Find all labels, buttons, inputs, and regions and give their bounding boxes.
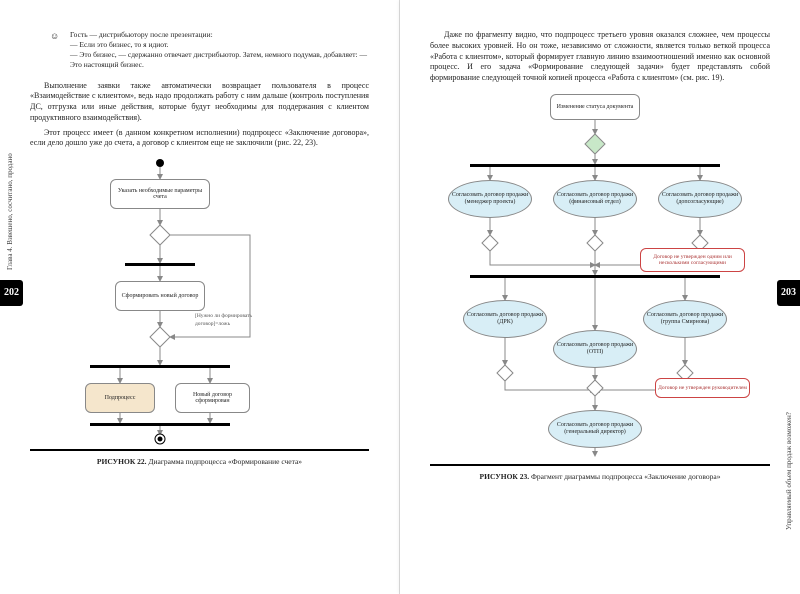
flow-node-oval: Согласовать договор продажи (ДРК)	[463, 300, 547, 338]
flow-node-oval: Согласовать договор продажи (финансовый …	[553, 180, 637, 218]
page-number-left: 202	[0, 280, 23, 306]
flow-node-oval: Согласовать договор продажи (генеральный…	[548, 410, 642, 448]
figure-23: Изменение статуса документа Согласовать …	[430, 90, 770, 460]
figure-title: Диаграмма подпроцесса «Формирование счет…	[148, 457, 302, 466]
figure-divider	[30, 449, 369, 451]
figure-label: Рисунок 22.	[97, 457, 147, 466]
flow-note: Договор не утвержден руководителем	[655, 378, 750, 398]
anecdote-block: ☺ Гость — дистрибьютору после презентаци…	[70, 30, 369, 71]
flow-node-oval: Согласовать договор продажи (группа Смир…	[643, 300, 727, 338]
page-number-right: 203	[777, 280, 800, 306]
figure-label: Рисунок 23.	[480, 472, 530, 481]
smiley-icon: ☺	[50, 30, 59, 42]
figure-title: Фрагмент диаграммы подпроцесса «Заключен…	[531, 472, 720, 481]
body-paragraph: Этот процесс имеет (в данном конкретном …	[30, 128, 369, 150]
right-page: 203 Управляемый объем продаж возможен? Д…	[400, 0, 800, 594]
body-paragraph: Выполнение заявки также автоматически во…	[30, 81, 369, 124]
anecdote-line: — Если это бизнес, то я идиот.	[70, 40, 369, 50]
flow-node: Сформировать новый договор	[115, 281, 205, 311]
figure-23-caption: Рисунок 23. Фрагмент диаграммы подпроцес…	[430, 472, 770, 482]
figure-22-caption: Рисунок 22. Диаграмма подпроцесса «Форми…	[30, 457, 369, 467]
flow-node-oval: Согласовать договор продажи (менеджер пр…	[448, 180, 532, 218]
flow-node-subprocess: Подпроцесс	[85, 383, 155, 413]
flow-node-top: Изменение статуса документа	[550, 94, 640, 120]
flow-note: Договор не утвержден одним или нескольки…	[640, 248, 745, 272]
chapter-label-right: Управляемый объем продаж возможен?	[785, 320, 794, 530]
anecdote-line: — Это бизнес, — сдержанно отвечает дистр…	[70, 50, 369, 70]
flow-node: Указать необходимые параметры счета	[110, 179, 210, 209]
flow-node-oval: Согласовать договор продажи (ОТП)	[553, 330, 637, 368]
figure-divider	[430, 464, 770, 466]
chapter-label-left: Глава 4. Взвешено, сосчитано, продано	[6, 60, 15, 270]
figure-22: Указать необходимые параметры счета Сфор…	[30, 155, 369, 445]
flow-node-oval: Согласовать договор продажи (допсогласую…	[658, 180, 742, 218]
anecdote-line: Гость — дистрибьютору после презентации:	[70, 30, 369, 40]
flow-edge-label: [Нужно ли формировать договор]=ложь	[195, 313, 280, 328]
body-paragraph: Даже по фрагменту видно, что подпроцесс …	[430, 30, 770, 84]
left-page: 202 Глава 4. Взвешено, сосчитано, продан…	[0, 0, 400, 594]
flow-node: Новый договор сформирован	[175, 383, 250, 413]
